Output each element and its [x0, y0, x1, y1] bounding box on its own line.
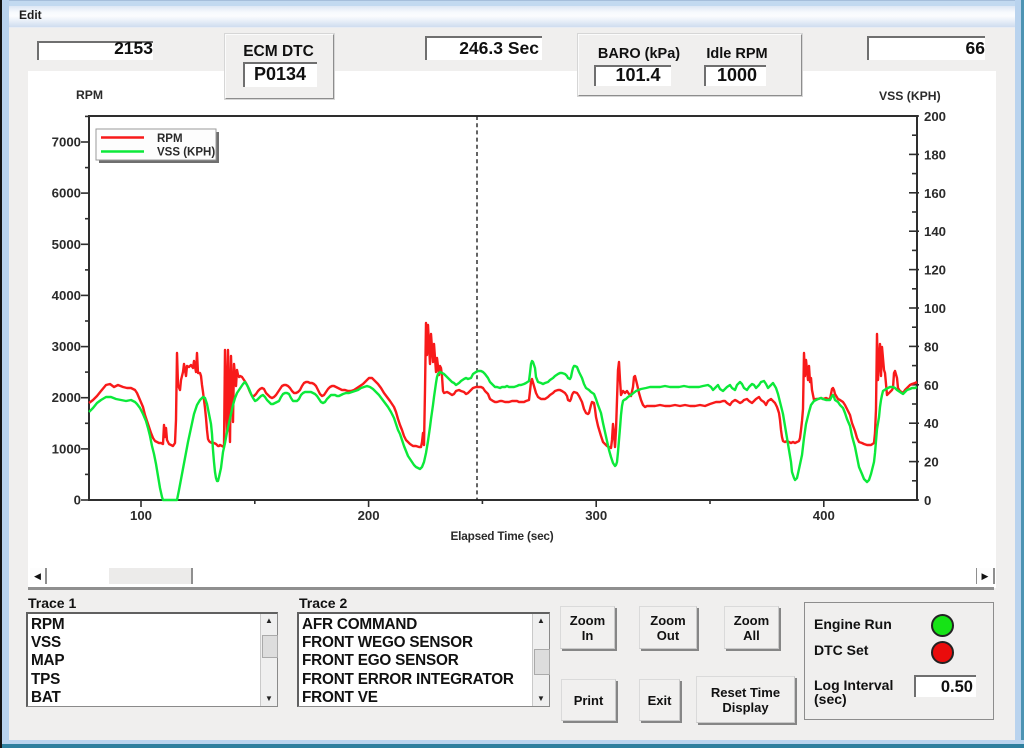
svg-text:120: 120 — [924, 263, 946, 278]
svg-text:4000: 4000 — [52, 288, 81, 303]
svg-text:6000: 6000 — [52, 186, 81, 201]
svg-text:0: 0 — [924, 493, 931, 508]
svg-text:RPM: RPM — [157, 133, 183, 145]
svg-text:2000: 2000 — [52, 390, 81, 405]
svg-text:7000: 7000 — [52, 135, 81, 150]
svg-text:300: 300 — [585, 508, 607, 523]
svg-text:VSS (KPH): VSS (KPH) — [157, 147, 215, 159]
svg-text:RPM: RPM — [76, 88, 103, 102]
svg-text:400: 400 — [813, 508, 835, 523]
svg-text:200: 200 — [924, 109, 946, 124]
svg-text:160: 160 — [924, 186, 946, 201]
svg-text:180: 180 — [924, 147, 946, 162]
svg-text:80: 80 — [924, 339, 939, 354]
svg-text:1000: 1000 — [52, 441, 81, 456]
svg-text:140: 140 — [924, 224, 946, 239]
svg-text:Elapsed Time (sec): Elapsed Time (sec) — [450, 529, 553, 543]
svg-text:60: 60 — [924, 378, 939, 393]
svg-text:5000: 5000 — [52, 237, 81, 252]
svg-text:200: 200 — [358, 508, 380, 523]
svg-text:40: 40 — [924, 416, 939, 431]
svg-text:20: 20 — [924, 455, 939, 470]
svg-text:VSS (KPH): VSS (KPH) — [879, 89, 941, 103]
svg-text:100: 100 — [130, 508, 152, 523]
svg-text:0: 0 — [74, 493, 81, 508]
svg-text:100: 100 — [924, 301, 946, 316]
svg-text:3000: 3000 — [52, 339, 81, 354]
